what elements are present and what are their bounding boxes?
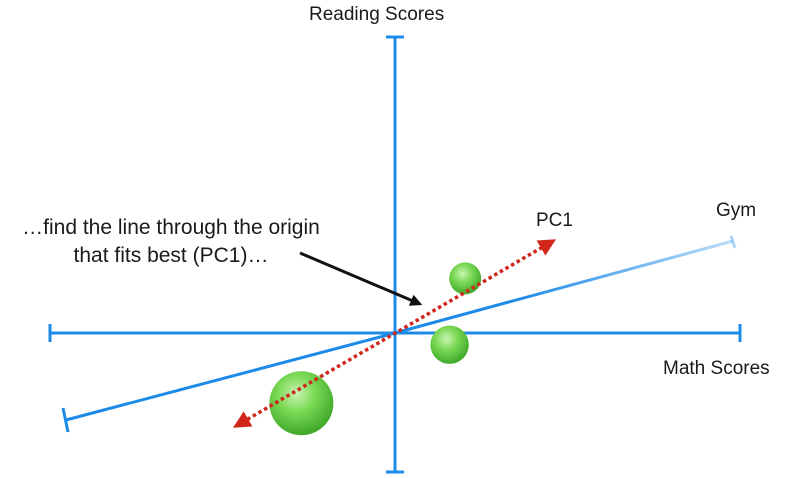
annotation-arrow (299, 251, 423, 306)
pc1-label: PC1 (536, 210, 573, 231)
x-axis-label: Math Scores (663, 358, 770, 379)
annotation-line-1: …find the line through the origin (22, 216, 320, 239)
annotation-text: …find the line through the origin that f… (0, 214, 342, 270)
data-points (269, 262, 482, 436)
pc1-arrow (232, 239, 557, 428)
data-point-2 (430, 325, 469, 364)
y-axis (386, 35, 404, 474)
data-point-3 (269, 371, 334, 436)
annotation-line-2: that fits best (PC1)… (73, 244, 269, 267)
y-axis-label: Reading Scores (309, 4, 445, 25)
data-point-1 (449, 262, 482, 295)
gym-label: Gym (716, 200, 757, 221)
